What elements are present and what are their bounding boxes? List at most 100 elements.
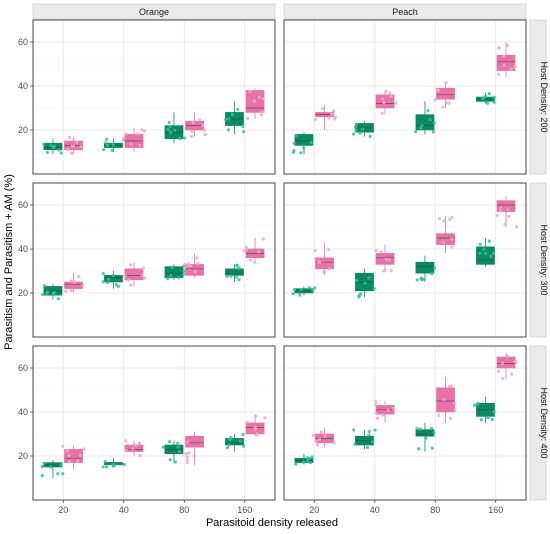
data-point bbox=[299, 151, 303, 155]
data-point bbox=[69, 288, 73, 293]
data-point bbox=[321, 270, 326, 274]
data-point bbox=[249, 258, 253, 262]
data-point bbox=[367, 433, 371, 437]
data-point bbox=[448, 384, 452, 388]
data-point bbox=[380, 111, 384, 115]
data-point bbox=[254, 414, 258, 418]
data-point bbox=[317, 437, 322, 441]
data-point bbox=[292, 141, 296, 145]
data-point bbox=[448, 416, 453, 421]
data-point bbox=[444, 81, 448, 85]
data-point bbox=[185, 460, 189, 465]
data-point bbox=[438, 216, 442, 221]
data-point bbox=[375, 412, 379, 416]
data-point bbox=[450, 237, 454, 241]
data-point bbox=[185, 264, 189, 269]
box bbox=[225, 438, 244, 446]
data-point bbox=[432, 431, 436, 435]
box bbox=[294, 134, 314, 146]
data-point bbox=[355, 278, 359, 282]
data-point bbox=[166, 276, 170, 281]
data-point bbox=[261, 97, 265, 101]
data-point bbox=[291, 292, 295, 296]
data-point bbox=[312, 433, 316, 438]
row-strip-label: Host Density: 300 bbox=[539, 224, 549, 295]
data-point bbox=[368, 134, 372, 139]
data-point bbox=[354, 128, 358, 132]
y-tick-label: 40 bbox=[18, 81, 28, 91]
box bbox=[415, 114, 435, 131]
data-point bbox=[229, 435, 233, 440]
data-point bbox=[107, 277, 111, 281]
y-tick-label: 60 bbox=[18, 37, 28, 47]
data-point bbox=[432, 121, 436, 125]
box bbox=[436, 233, 455, 245]
data-point bbox=[175, 441, 180, 445]
data-point bbox=[168, 458, 172, 462]
data-point bbox=[330, 113, 334, 117]
data-point bbox=[500, 362, 505, 366]
data-point bbox=[323, 434, 327, 438]
data-point bbox=[292, 288, 297, 292]
x-tick-label: 40 bbox=[370, 505, 380, 515]
data-point bbox=[177, 276, 181, 280]
data-point bbox=[238, 439, 242, 443]
data-point bbox=[75, 140, 79, 144]
panel bbox=[32, 345, 276, 501]
data-point bbox=[61, 472, 65, 476]
data-point bbox=[415, 427, 419, 431]
data-point bbox=[104, 465, 109, 469]
data-point bbox=[352, 428, 356, 432]
data-point bbox=[318, 260, 322, 264]
data-point bbox=[492, 410, 496, 414]
x-tick-label: 80 bbox=[430, 505, 440, 515]
data-point bbox=[244, 245, 248, 249]
data-point bbox=[253, 260, 257, 264]
data-point bbox=[245, 116, 250, 120]
data-point bbox=[426, 109, 430, 113]
data-point bbox=[367, 429, 371, 434]
data-point bbox=[486, 101, 490, 105]
data-point bbox=[479, 418, 483, 422]
data-point bbox=[263, 416, 267, 420]
data-point bbox=[104, 141, 108, 145]
data-point bbox=[503, 222, 507, 226]
data-point bbox=[190, 129, 194, 133]
data-point bbox=[142, 276, 147, 280]
data-point bbox=[198, 118, 202, 122]
data-point bbox=[319, 430, 323, 434]
facet-strip-label: Peach bbox=[392, 7, 418, 17]
data-point bbox=[495, 213, 499, 217]
data-point bbox=[441, 240, 445, 244]
data-point bbox=[142, 129, 146, 133]
data-point bbox=[66, 147, 70, 152]
data-point bbox=[185, 458, 189, 462]
data-point bbox=[241, 432, 245, 437]
data-point bbox=[79, 144, 83, 149]
data-point bbox=[64, 289, 68, 293]
data-point bbox=[372, 287, 376, 291]
panel bbox=[32, 182, 276, 338]
data-point bbox=[357, 294, 361, 298]
data-point bbox=[384, 89, 388, 93]
data-point bbox=[114, 282, 118, 287]
data-point bbox=[501, 376, 505, 380]
data-point bbox=[183, 262, 187, 267]
data-point bbox=[361, 127, 365, 131]
data-point bbox=[169, 130, 173, 134]
data-point bbox=[178, 136, 182, 141]
row-strip bbox=[529, 182, 547, 338]
panel-border bbox=[32, 19, 276, 175]
data-point bbox=[106, 280, 110, 285]
data-point bbox=[506, 207, 510, 211]
data-point bbox=[134, 443, 138, 448]
data-point bbox=[420, 123, 424, 128]
panel-background bbox=[284, 346, 526, 500]
data-point bbox=[182, 136, 187, 140]
data-point bbox=[301, 460, 306, 464]
data-point bbox=[387, 258, 392, 262]
data-point bbox=[106, 143, 110, 148]
data-point bbox=[226, 128, 231, 132]
box bbox=[415, 261, 435, 274]
data-point bbox=[257, 95, 261, 99]
